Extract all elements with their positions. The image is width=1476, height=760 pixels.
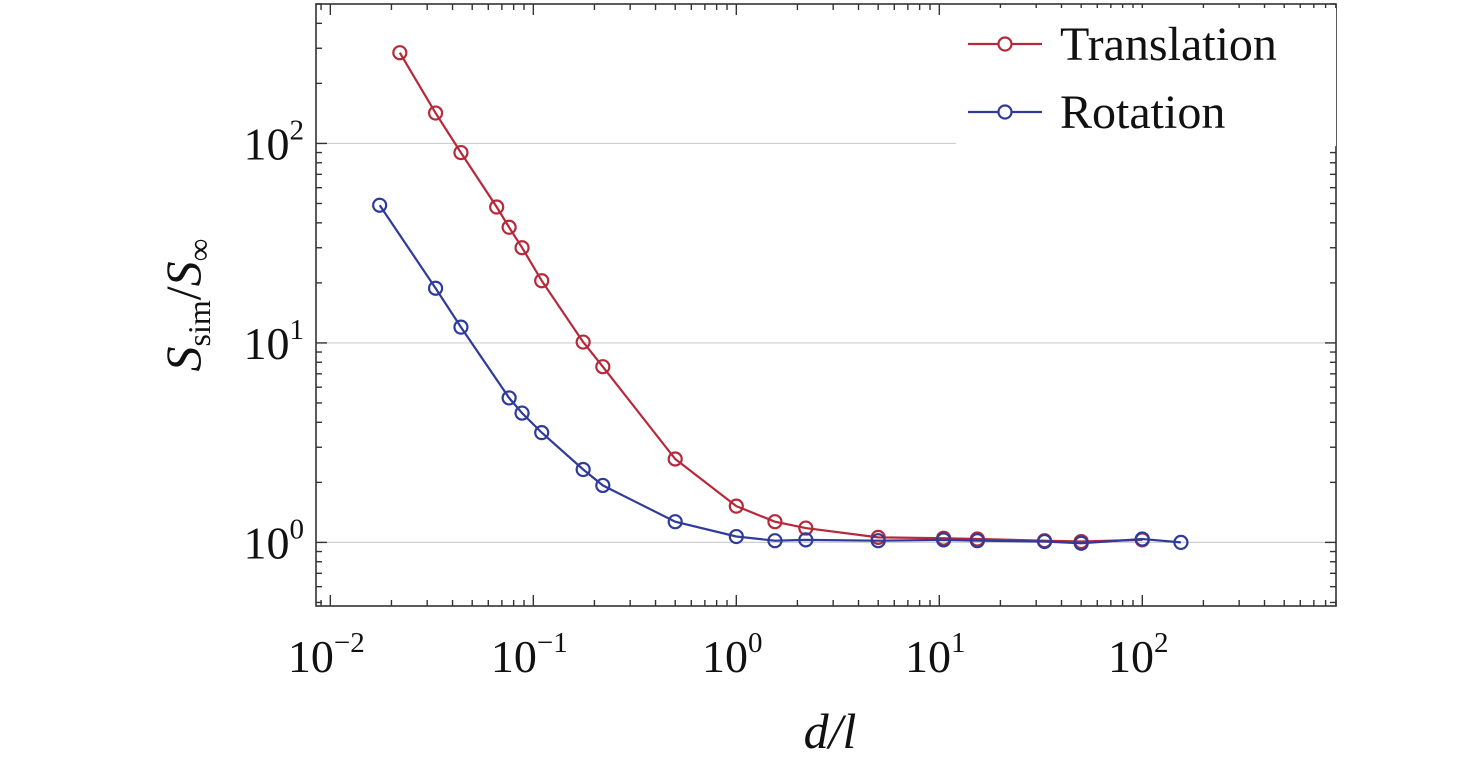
data-point bbox=[453, 319, 469, 335]
data-point bbox=[514, 405, 530, 421]
data-point bbox=[798, 532, 814, 548]
data-point bbox=[969, 533, 985, 549]
gridlines bbox=[316, 142, 1336, 544]
data-point bbox=[534, 425, 550, 441]
data-point bbox=[534, 273, 550, 289]
data-point bbox=[767, 533, 783, 549]
data-point bbox=[798, 520, 814, 536]
data-point bbox=[767, 514, 783, 530]
data-series bbox=[372, 45, 1189, 551]
axis-labels: 10−2 10−1 100 101 102 100 101 102 d/l Ssim/S∞ bbox=[155, 114, 1169, 759]
data-point bbox=[667, 451, 683, 467]
data-point bbox=[1073, 535, 1089, 551]
data-point bbox=[453, 144, 469, 161]
data-point bbox=[392, 45, 408, 61]
x-axis-label: d/l bbox=[804, 703, 857, 759]
data-point bbox=[575, 334, 591, 350]
data-point bbox=[427, 280, 444, 296]
legend-label: Translation bbox=[1060, 18, 1277, 71]
data-point bbox=[1036, 533, 1053, 550]
data-point bbox=[936, 532, 952, 548]
legend-marker bbox=[997, 36, 1013, 52]
plot-frame bbox=[315, 3, 1337, 607]
data-point bbox=[595, 359, 611, 375]
x-tick-label: 10−2 bbox=[288, 627, 365, 682]
y-axis-label: Ssim/S∞ bbox=[155, 239, 217, 372]
x-tick-label: 10−1 bbox=[491, 627, 568, 682]
y-tick-label: 100 bbox=[244, 513, 305, 568]
data-point bbox=[1134, 531, 1150, 547]
y-tick-label: 102 bbox=[244, 114, 305, 169]
legend: Translation Rotation bbox=[956, 8, 1336, 146]
data-point bbox=[501, 390, 517, 406]
x-tick-label: 100 bbox=[702, 627, 763, 682]
plot-border bbox=[315, 3, 1337, 607]
data-point bbox=[489, 199, 505, 215]
y-tick-label: 101 bbox=[244, 314, 305, 369]
series-rotation bbox=[372, 197, 1189, 551]
data-point bbox=[514, 240, 530, 256]
series-line bbox=[378, 204, 1181, 545]
series-line bbox=[398, 52, 1143, 543]
x-tick-label: 102 bbox=[1108, 627, 1169, 682]
data-point bbox=[372, 197, 388, 213]
data-point bbox=[1173, 534, 1189, 551]
legend-label: Rotation bbox=[1060, 86, 1225, 139]
x-tick-label: 101 bbox=[905, 627, 966, 682]
data-point bbox=[595, 477, 611, 494]
data-point bbox=[667, 514, 683, 530]
data-point bbox=[728, 498, 744, 514]
data-point bbox=[728, 528, 744, 545]
data-point bbox=[870, 533, 886, 549]
data-point bbox=[427, 105, 444, 121]
data-point bbox=[501, 219, 517, 235]
data-point bbox=[575, 461, 591, 478]
legend-marker bbox=[997, 104, 1013, 120]
